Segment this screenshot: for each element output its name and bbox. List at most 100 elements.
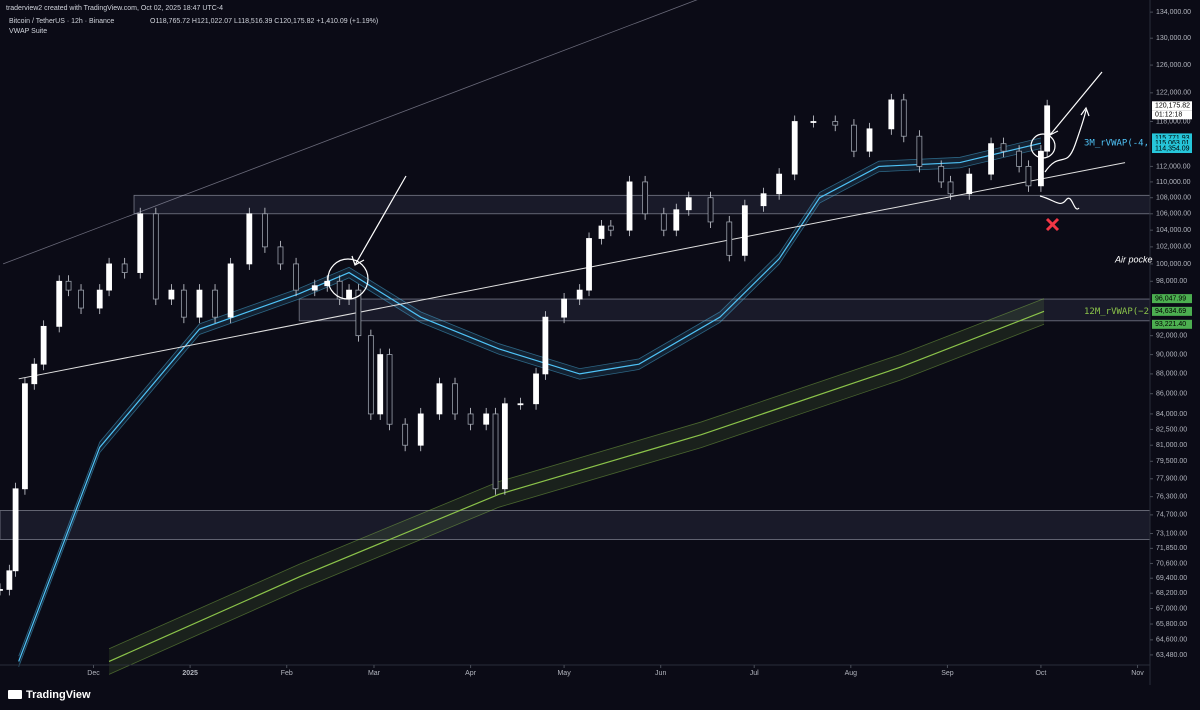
price-label-box [1152,138,1192,148]
y-tick-label: 84,000.00 [1156,411,1187,418]
candle [227,263,234,318]
logo-icon [8,690,22,699]
price-label-box [1152,306,1192,316]
band-lower [18,148,1042,667]
y-tick-label: 108,000.00 [1156,195,1191,202]
arrow-head [1048,125,1059,136]
candle [900,99,907,137]
candle [336,280,343,300]
y-tick-label: 110,000.00 [1156,179,1191,186]
candle [791,121,798,175]
brand: TradingView [26,689,91,701]
candle [542,316,549,375]
candle [832,121,839,126]
circle-marker [327,258,369,300]
candle [501,403,508,490]
y-tick-label: 122,000.00 [1156,90,1191,97]
y-tick-label: 68,200.00 [1156,590,1187,597]
band-label: 3M_rVWAP(-4, [1084,139,1149,149]
x-stroke [1045,217,1060,232]
x-tick-label: Jul [750,670,759,677]
candle [452,383,458,415]
y-tick-label: 71,850.00 [1156,545,1187,552]
price-label: 93,221.40 [1155,321,1186,328]
candle [152,213,159,300]
candle [866,128,873,152]
candle [642,181,649,215]
candle [417,413,424,446]
y-tick-label: 104,000.00 [1156,227,1191,234]
projection-path [1039,195,1080,210]
candle [436,383,443,415]
y-tick-label: 69,400.00 [1156,575,1187,582]
candle [180,289,187,318]
candle [78,289,84,309]
x-tick-label: Aug [845,670,858,677]
candle [346,289,352,300]
candle [707,197,714,223]
x-tick-label: Jun [655,670,666,677]
candle [377,354,384,415]
y-tick-label: 98,000.00 [1156,278,1187,285]
candle [576,289,583,300]
candle [607,225,614,231]
trendline [2,0,698,265]
y-tick-label: 64,600.00 [1156,637,1187,644]
brand-logo: TradingView [8,689,91,701]
candle [851,124,857,152]
candle [324,280,331,287]
price-label: 115,063.01 [1155,140,1190,147]
candle [246,213,253,265]
x-tick-label: Mar [368,670,381,677]
candle [966,173,973,195]
circle-marker [1030,133,1056,159]
x-tick-label: May [557,670,571,677]
price-label: 120,175.82 [1155,103,1190,110]
y-tick-label: 92,000.00 [1156,333,1187,340]
y-tick-label: 67,000.00 [1156,605,1187,612]
candle [776,173,783,195]
y-tick-label: 126,000.00 [1156,62,1191,69]
candle [1025,166,1032,187]
candle [137,213,144,273]
candle [0,589,3,591]
y-tick-label: 100,000.00 [1156,261,1191,268]
indicator-name: VWAP Suite [9,28,47,35]
candle [277,246,284,265]
y-tick-label: 70,600.00 [1156,560,1187,567]
y-tick-label: 65,800.00 [1156,621,1187,628]
plot: 3M_rVWAP(-4, 12M_rVWAP(−2 [0,0,1151,675]
candle [561,298,567,318]
candle [1038,150,1044,187]
candle [1000,143,1007,152]
candle [212,289,218,318]
candle [598,225,605,239]
band-center [108,310,1045,662]
candle [492,413,499,490]
candle [810,121,817,123]
y-tick-label: 118,000.00 [1156,118,1191,125]
candle [40,325,47,365]
price-label-box [1152,133,1192,143]
price-label-box [1152,144,1192,154]
candle [760,193,767,207]
candle [355,289,362,337]
ohlc: O118,765.72 H121,022.07 L118,516.39 C120… [150,18,378,25]
y-tick-label: 106,000.00 [1156,211,1191,218]
candle [65,280,72,291]
y-tick-label: 79,500.00 [1156,458,1187,465]
x-tick-label: Feb [281,670,293,677]
candle [367,335,374,415]
y-tick-label: 86,000.00 [1156,391,1187,398]
x-tick-label: Nov [1131,670,1144,677]
candle [673,209,680,231]
y-tick-label: 90,000.00 [1156,351,1187,358]
candle [121,263,128,273]
arrow [1049,71,1103,136]
candle [31,363,38,385]
x-tick-label: 2025 [182,670,198,677]
candle [483,413,490,425]
x-tick-label: Apr [465,670,477,677]
